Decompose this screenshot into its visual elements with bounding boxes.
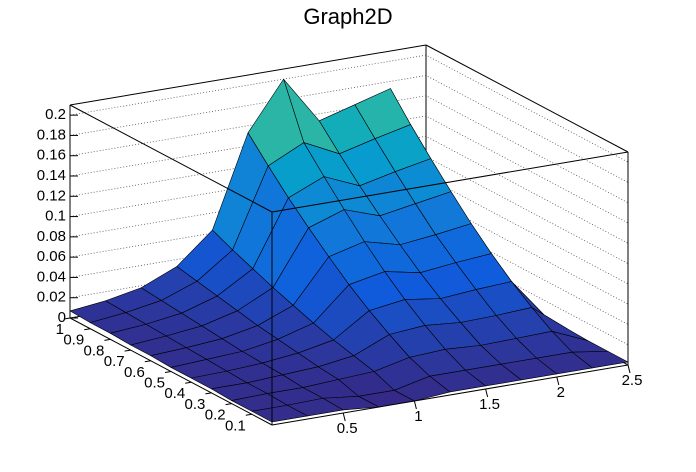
y-tick-label: 0.5 — [144, 374, 165, 391]
grid-line — [69, 75, 629, 183]
y-tick — [144, 360, 151, 363]
y-tick — [84, 328, 91, 331]
box-edge — [69, 44, 427, 106]
box-edge — [69, 104, 273, 213]
z-tick-label: 0.08 — [37, 228, 66, 245]
x-axis — [271, 364, 629, 426]
y-tick — [185, 381, 192, 384]
z-tick-label: 0.2 — [45, 106, 66, 123]
y-tick-label: 0.2 — [205, 407, 226, 424]
z-tick-label: 0.14 — [37, 167, 66, 184]
y-tick — [225, 403, 232, 406]
x-tick — [413, 400, 417, 410]
y-tick-label: 0.8 — [84, 342, 105, 359]
x-tick — [556, 376, 560, 386]
box-edge — [425, 44, 629, 153]
y-tick — [63, 317, 71, 320]
grid-line — [69, 115, 629, 224]
grid-line — [69, 95, 629, 204]
surface-patch — [251, 404, 308, 423]
grid-line — [69, 176, 629, 285]
x-tick — [627, 364, 631, 374]
grid-line — [69, 156, 629, 264]
z-tick-label: 0.16 — [37, 147, 66, 164]
grid-line — [69, 54, 629, 163]
z-tick-label: 0.18 — [37, 126, 66, 143]
z-tick-label: 0 — [58, 309, 66, 326]
z-tick-label: 0.06 — [37, 248, 66, 265]
y-tick-label: 0.9 — [63, 332, 84, 349]
x-tick-label: 1 — [414, 408, 422, 425]
y-tick — [205, 392, 212, 395]
z-tick-label: 0.12 — [37, 187, 66, 204]
x-tick — [485, 388, 489, 398]
y-tick — [245, 413, 252, 416]
x-tick-label: 1.5 — [479, 396, 500, 413]
grid-line — [69, 196, 629, 305]
x-tick-label: 0.5 — [337, 420, 358, 437]
y-tick-label: 0.7 — [104, 353, 125, 370]
box-edge — [271, 151, 629, 213]
chart-title: Graph2D — [303, 4, 392, 29]
y-tick — [124, 349, 131, 352]
grid-line — [69, 135, 629, 244]
y-tick-label: 0.3 — [185, 396, 206, 413]
y-tick — [164, 371, 172, 373]
y-tick-label: 0.1 — [225, 417, 246, 434]
x-tick-label: 2 — [557, 384, 565, 401]
z-tick-label: 0.1 — [45, 208, 66, 225]
y-tick-label: 1 — [56, 321, 64, 338]
y-tick — [104, 338, 111, 341]
y-tick-label: 0.4 — [164, 385, 185, 402]
z-tick-label: 0.04 — [37, 268, 66, 285]
y-tick-label: 0.6 — [124, 364, 145, 381]
x-tick-label: 2.5 — [622, 372, 643, 389]
x-tick — [342, 412, 346, 422]
z-tick-label: 0.02 — [37, 289, 66, 306]
